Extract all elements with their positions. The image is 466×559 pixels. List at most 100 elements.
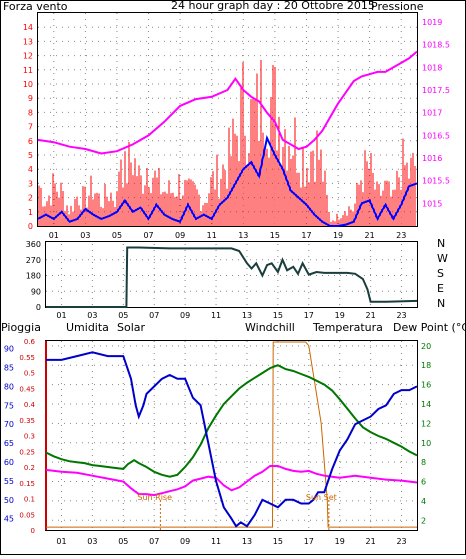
hour-tick-label: 09 bbox=[175, 231, 185, 240]
hour-tick-label: 15 bbox=[273, 311, 283, 320]
pressure-tick-label: 1017 bbox=[422, 109, 442, 118]
pressure-tick-label: 1016 bbox=[422, 154, 442, 163]
rain-tick-label: 0.1 bbox=[24, 496, 35, 504]
hour-tick-label: 11 bbox=[211, 311, 221, 320]
humidity-tick-label: 70 bbox=[4, 420, 14, 429]
rain-tick-label: 0.45 bbox=[19, 385, 35, 393]
chart-title: 24 hour graph day : 20 Ottobre 2015 bbox=[171, 0, 375, 12]
hour-tick-label: 05 bbox=[118, 537, 128, 546]
pressure-tick-label: 1015 bbox=[422, 199, 442, 208]
weather-plot-frame bbox=[45, 340, 418, 531]
wind-tick-label: 10 bbox=[23, 80, 33, 89]
rain-tick-label: 0.2 bbox=[24, 464, 35, 472]
hour-tick-label: 11 bbox=[207, 231, 217, 240]
direction-tick-label: 270 bbox=[26, 256, 41, 265]
pressure-tick-label: 1019 bbox=[422, 18, 442, 27]
solar-legend-label: Solar bbox=[117, 321, 146, 334]
rain-tick-label: 0.15 bbox=[19, 480, 35, 488]
humidity-tick-label: 90 bbox=[4, 345, 14, 354]
wind-axis-label: Forza vento bbox=[3, 0, 68, 13]
pressure-tick-label: 1015.5 bbox=[422, 177, 450, 186]
hour-tick-label: 03 bbox=[87, 537, 97, 546]
humidity-tick-label: 50 bbox=[4, 496, 14, 505]
hour-tick-label: 13 bbox=[238, 231, 248, 240]
rain-tick-label: 0.05 bbox=[19, 511, 35, 519]
chart-marks: 0123456789101112131410151015.510161016.5… bbox=[4, 13, 450, 546]
sun-rise-label: Sun Rise bbox=[137, 493, 172, 502]
temperature-tick-label: 18 bbox=[421, 361, 431, 370]
hour-tick-label: 13 bbox=[242, 537, 252, 546]
hour-tick-label: 23 bbox=[396, 537, 406, 546]
hour-tick-label: 17 bbox=[304, 311, 314, 320]
temperature-tick-label: 16 bbox=[421, 381, 431, 390]
hour-tick-label: 19 bbox=[335, 537, 345, 546]
compass-label: W bbox=[437, 252, 448, 265]
wind-tick-label: 2 bbox=[28, 194, 33, 203]
hour-tick-label: 15 bbox=[270, 231, 280, 240]
compass-label: N bbox=[437, 237, 445, 250]
temperature-legend-label: Temperatura bbox=[312, 321, 383, 334]
direction-tick-label: 0 bbox=[36, 303, 41, 312]
pressure-tick-label: 1018.5 bbox=[422, 41, 450, 50]
wind-average-line bbox=[37, 134, 418, 227]
wind-tick-label: 0 bbox=[28, 222, 33, 231]
solar-line bbox=[46, 341, 417, 528]
hour-tick-label: 11 bbox=[211, 537, 221, 546]
hour-tick-label: 03 bbox=[87, 311, 97, 320]
pressure-axis-label: Pressione bbox=[371, 0, 424, 13]
rain-tick-label: 0.3 bbox=[24, 433, 35, 441]
humidity-tick-label: 55 bbox=[4, 477, 14, 486]
humidity-tick-label: 60 bbox=[4, 458, 14, 467]
dewpoint-legend-label: Dew Point (°C) bbox=[393, 321, 466, 334]
rain-tick-label: 0.35 bbox=[19, 417, 35, 425]
hour-tick-label: 19 bbox=[333, 231, 343, 240]
rain-tick-label: 0.4 bbox=[24, 401, 36, 409]
temperature-line bbox=[45, 364, 418, 478]
hour-tick-label: 07 bbox=[143, 231, 153, 240]
hour-tick-label: 13 bbox=[242, 311, 252, 320]
hour-tick-label: 01 bbox=[56, 537, 66, 546]
hour-tick-label: 01 bbox=[56, 311, 66, 320]
hour-tick-label: 23 bbox=[396, 311, 406, 320]
humidity-line bbox=[46, 351, 418, 528]
pressure-tick-label: 1016.5 bbox=[422, 131, 450, 140]
temperature-tick-label: 8 bbox=[421, 458, 426, 467]
direction-tick-label: 180 bbox=[26, 272, 41, 281]
wind-tick-label: 14 bbox=[23, 23, 33, 32]
hour-tick-label: 09 bbox=[180, 311, 190, 320]
compass-label: N bbox=[437, 297, 445, 310]
pressure-line bbox=[37, 50, 418, 155]
pressure-tick-label: 1017.5 bbox=[422, 86, 450, 95]
humidity-legend-label: Umidita bbox=[66, 321, 109, 334]
temperature-tick-label: 12 bbox=[421, 419, 431, 428]
temperature-tick-label: 10 bbox=[421, 439, 431, 448]
wind-tick-label: 9 bbox=[28, 94, 33, 103]
compass-label: S bbox=[437, 267, 444, 280]
rain-tick-label: 0.25 bbox=[19, 448, 35, 456]
compass-label: E bbox=[437, 282, 444, 295]
direction-tick-label: 90 bbox=[31, 287, 41, 296]
rain-tick-label: 0.55 bbox=[19, 354, 35, 362]
humidity-tick-label: 80 bbox=[4, 382, 14, 391]
wind-tick-label: 8 bbox=[28, 108, 33, 117]
rain-tick-label: 0 bbox=[31, 527, 35, 535]
hour-tick-label: 21 bbox=[366, 311, 376, 320]
humidity-tick-label: 65 bbox=[4, 439, 14, 448]
wind-tick-label: 11 bbox=[23, 66, 33, 75]
wind-tick-label: 1 bbox=[28, 208, 33, 217]
hour-tick-label: 17 bbox=[304, 537, 314, 546]
temperature-tick-label: 4 bbox=[421, 497, 426, 506]
hour-tick-label: 15 bbox=[273, 537, 283, 546]
rain-axis-label: Pioggia bbox=[1, 321, 41, 334]
hour-tick-label: 07 bbox=[149, 537, 159, 546]
wind-tick-label: 12 bbox=[23, 52, 33, 61]
direction-plot-frame bbox=[45, 241, 418, 308]
wind-direction-line bbox=[46, 246, 418, 308]
wind-tick-label: 5 bbox=[28, 151, 33, 160]
hour-tick-label: 01 bbox=[49, 231, 59, 240]
rain-tick-label: 0.5 bbox=[24, 370, 35, 378]
humidity-tick-label: 75 bbox=[4, 401, 14, 410]
hour-tick-label: 05 bbox=[118, 311, 128, 320]
hour-tick-label: 07 bbox=[149, 311, 159, 320]
